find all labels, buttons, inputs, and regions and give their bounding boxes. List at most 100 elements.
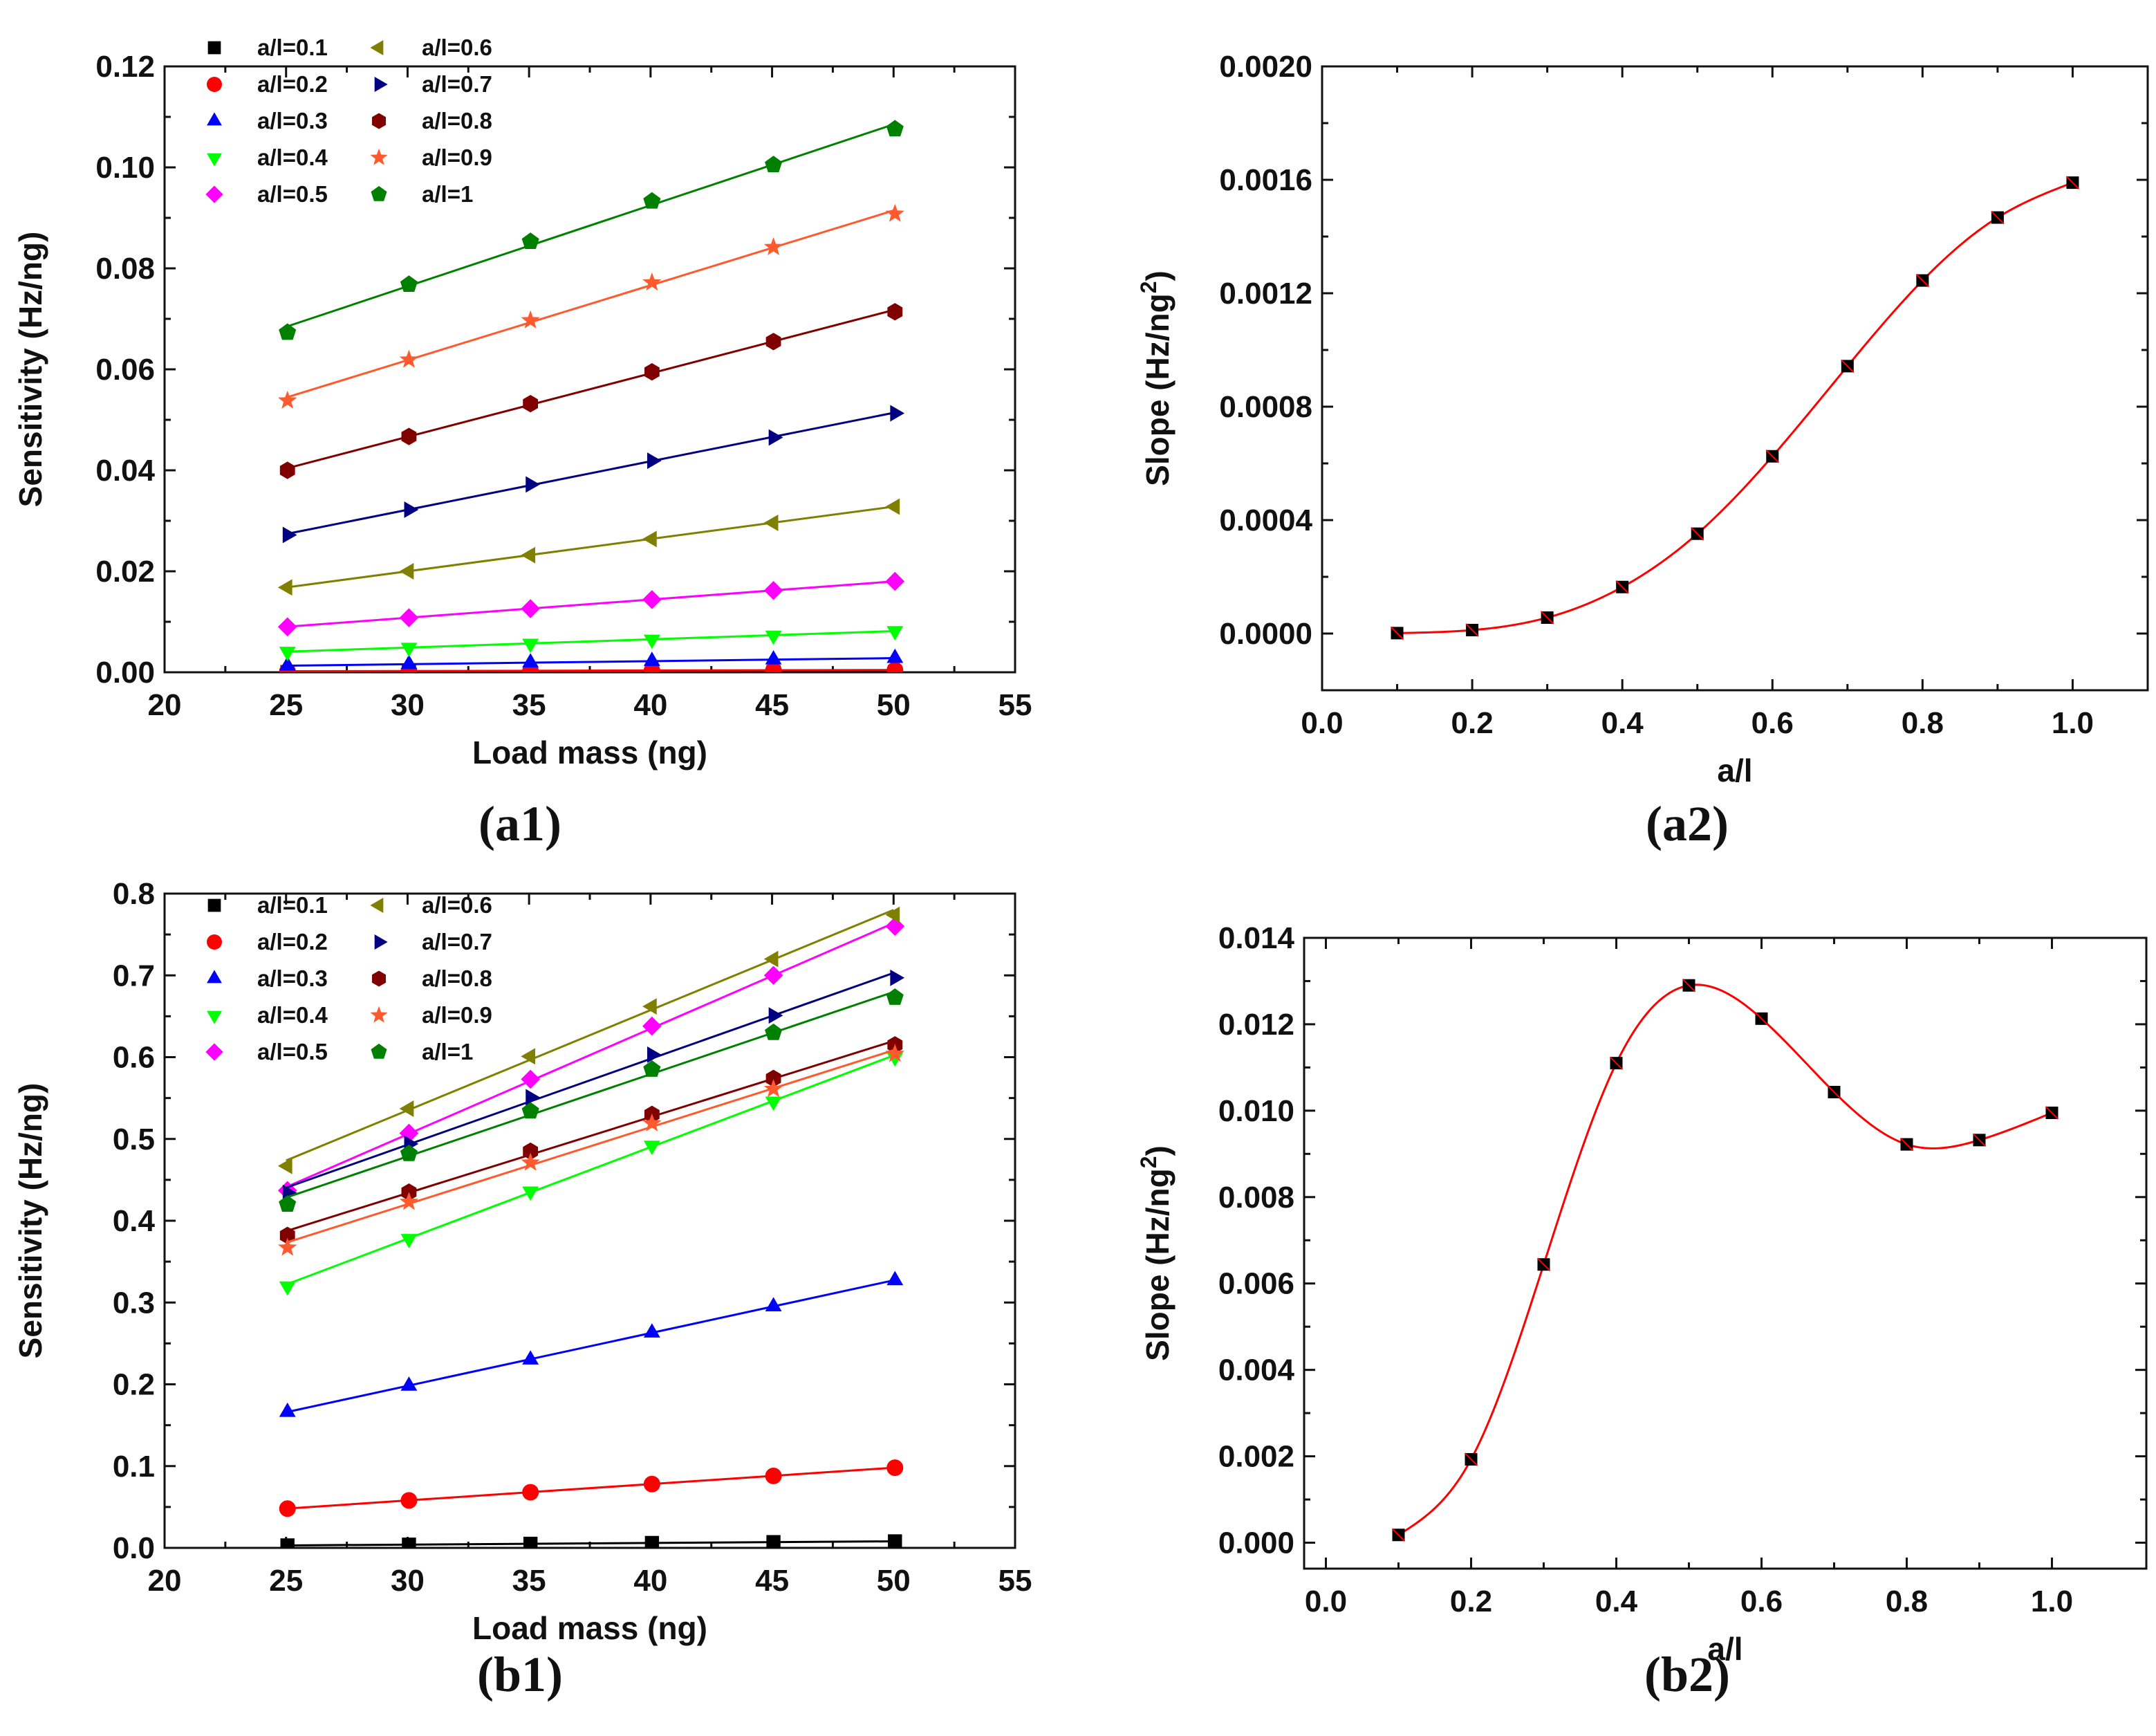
y-tick-label: 0.6 (113, 1041, 155, 1075)
y-tick-label: 0.0004 (1219, 504, 1312, 537)
legend-label: a/l=0.5 (257, 1039, 328, 1064)
x-axis-title: Load mass (ng) (472, 1610, 707, 1646)
fit-line (286, 412, 894, 535)
data-point (644, 363, 660, 381)
x-tick-label: 1.0 (2031, 1585, 2073, 1618)
y-tick-label: 0.1 (113, 1450, 155, 1484)
data-point (886, 120, 904, 137)
series-a/l=1 (279, 988, 904, 1212)
series-a/l=0.8 (279, 1036, 903, 1244)
legend-marker (207, 112, 222, 126)
data-point-overlay (1390, 626, 1404, 640)
legend-label: a/l=0.4 (257, 145, 328, 170)
data-point (400, 1492, 418, 1509)
x-tick-label: 50 (877, 1564, 911, 1598)
data-point (522, 638, 539, 654)
y-tick-label: 0.06 (95, 353, 155, 387)
y-tick-label: 0.000 (1218, 1526, 1294, 1560)
fit-line (286, 308, 894, 470)
series-a/l=0.3 (279, 1271, 904, 1417)
smooth-curve (1397, 984, 2053, 1536)
fit-line (286, 1466, 894, 1510)
y-tick-label: 0.7 (113, 959, 155, 992)
smooth-curve (1397, 181, 2073, 634)
y-tick-label: 0.002 (1218, 1440, 1294, 1474)
data-point (643, 1141, 660, 1156)
series-a/l=0.9 (278, 1044, 904, 1256)
data-point (768, 429, 783, 446)
data-point (765, 1096, 782, 1111)
data-point (279, 1281, 296, 1296)
data-point (280, 1538, 295, 1548)
x-tick-label: 0.6 (1740, 1585, 1783, 1618)
data-point (400, 1234, 418, 1248)
legend-label: a/l=0.3 (257, 966, 328, 991)
legend-label: a/l=0.1 (257, 35, 328, 60)
legend-marker (207, 934, 222, 950)
data-point (521, 599, 540, 618)
legend-marker (370, 1006, 388, 1023)
data-point-overlay (1615, 580, 1629, 594)
data-point (765, 333, 781, 351)
plot-frame (1321, 65, 2149, 692)
data-point (886, 648, 904, 663)
data-point (642, 998, 657, 1015)
data-layer (277, 120, 905, 672)
data-point (400, 1376, 418, 1391)
data-point-overlay (2065, 176, 2080, 190)
x-axis-title: a/l (1717, 752, 1752, 788)
data-point (765, 1297, 782, 1312)
legend-marker (207, 41, 221, 55)
data-point (279, 647, 296, 661)
data-point (277, 1157, 292, 1174)
y-axis-title-end: ) (1140, 1145, 1175, 1156)
x-tick-label: 0.2 (1451, 706, 1494, 740)
fit-line (286, 1279, 894, 1414)
data-point (279, 1226, 295, 1244)
data-point (885, 498, 900, 515)
data-point (521, 1152, 540, 1171)
legend-marker (372, 970, 386, 987)
series-a/l=0.6 (277, 906, 900, 1174)
data-point (765, 630, 782, 645)
data-point (643, 634, 660, 649)
fit-line (286, 209, 894, 399)
data-point-overlay (1754, 1012, 1769, 1026)
data-point (523, 1142, 539, 1161)
fit-line (286, 909, 894, 1162)
data-point-overlay (1765, 450, 1779, 463)
data-point (643, 1060, 661, 1077)
legend-label: a/l=1 (422, 1039, 473, 1064)
data-point (279, 1402, 296, 1417)
data-point (763, 514, 779, 531)
x-tick-label: 25 (269, 688, 303, 722)
data-point (888, 1534, 902, 1548)
data-point-overlay (1691, 526, 1704, 541)
data-point (886, 1459, 904, 1477)
legend-label: a/l=0.7 (422, 71, 492, 97)
legend: a/l=0.1 a/l=0.2 a/l=0.3 a/l=0.4 a/l=0.5 a/l=0… (205, 892, 492, 1064)
data-point (277, 617, 297, 637)
legend-marker (370, 40, 384, 55)
legend: a/l=0.1 a/l=0.2 a/l=0.3 a/l=0.4 a/l=0.5 a/l=0… (205, 35, 492, 207)
data-point (647, 1046, 662, 1063)
legend-label: a/l=0.5 (257, 181, 328, 207)
legend-label: a/l=0.7 (422, 929, 492, 954)
data-point (765, 156, 783, 173)
x-tick-label: 30 (391, 688, 425, 722)
x-tick-label: 45 (755, 1564, 789, 1598)
legend-label: a/l=0.8 (422, 108, 492, 133)
x-tick-label: 20 (148, 688, 182, 722)
data-point-overlay (1899, 1137, 1914, 1152)
y-axis-title-main: Slope (Hz/ng (1140, 293, 1175, 486)
fit-line (286, 922, 894, 1188)
x-tick-label: 25 (269, 1564, 303, 1598)
legend-marker (370, 898, 384, 913)
data-point (523, 395, 539, 413)
data-point (886, 1271, 904, 1286)
chart-panel-a2: 0.0 0.2 0.4 0.6 0.8 1.0 0.0000 0.0004 0.0008 0.00… (1136, 50, 2149, 851)
y-tick-label: 0.0008 (1219, 390, 1312, 424)
data-point-overlay (1841, 359, 1855, 373)
series-a/l=0.5 (277, 571, 905, 637)
